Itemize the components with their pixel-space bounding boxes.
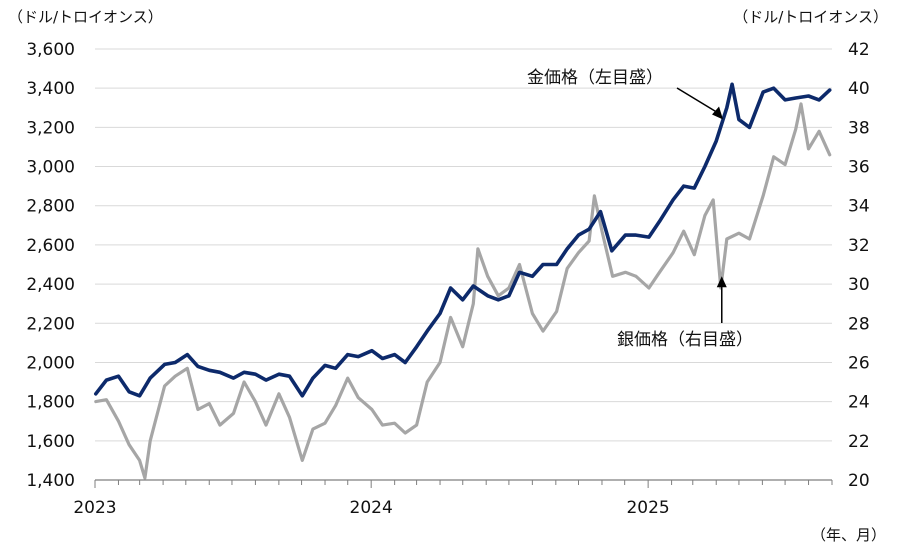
x-tick-label: 2023 xyxy=(73,498,116,518)
left-tick-label: 3,200 xyxy=(26,118,75,138)
left-tick-label: 3,400 xyxy=(26,79,75,99)
silver-annotation-arrowhead xyxy=(716,276,727,288)
left-tick-label: 3,600 xyxy=(26,40,75,60)
x-axis-ticks: 2023 2024 2025 xyxy=(73,498,669,518)
series-lines xyxy=(94,82,832,480)
gold-annotation-arrow xyxy=(676,87,720,115)
left-axis-unit-label: （ドル/トロイオンス） xyxy=(8,8,163,26)
right-tick-label: 40 xyxy=(848,79,870,99)
right-tick-label: 28 xyxy=(848,314,870,334)
left-tick-label: 2,000 xyxy=(26,353,75,373)
right-tick-label: 36 xyxy=(848,158,870,178)
gold-annotation-label: 金価格（左目盛） xyxy=(527,68,663,88)
right-tick-label: 20 xyxy=(848,471,870,491)
x-tick-label: 2024 xyxy=(350,498,393,518)
left-tick-label: 3,000 xyxy=(26,158,75,178)
gridlines xyxy=(95,48,832,442)
left-tick-label: 2,800 xyxy=(26,197,75,217)
left-tick-label: 1,400 xyxy=(26,471,75,491)
right-tick-label: 26 xyxy=(848,353,870,373)
right-axis-unit-label: （ドル/トロイオンス） xyxy=(733,8,888,26)
right-tick-label: 32 xyxy=(848,236,870,256)
right-tick-label: 38 xyxy=(848,118,870,138)
gold-annotation-arrowhead xyxy=(712,106,724,120)
right-tick-label: 42 xyxy=(848,40,870,60)
right-tick-label: 22 xyxy=(848,432,870,452)
silver-annotation-label: 銀価格（右目盛） xyxy=(617,330,753,350)
left-tick-label: 2,600 xyxy=(26,236,75,256)
annotations: 金価格（左目盛） 銀価格（右目盛） xyxy=(527,68,753,350)
x-tick-label: 2025 xyxy=(626,498,669,518)
silver-price-line xyxy=(94,102,832,480)
right-axis-ticks: 20 22 24 26 28 30 32 34 36 38 40 42 xyxy=(848,40,870,491)
left-axis-ticks: 1,400 1,600 1,800 2,000 2,200 2,400 2,600 2,800… xyxy=(26,40,75,491)
left-tick-label: 2,400 xyxy=(26,275,75,295)
gold-price-line xyxy=(94,82,832,398)
x-axis-unit-label: （年、月） xyxy=(811,526,886,544)
left-tick-label: 1,600 xyxy=(26,432,75,452)
left-tick-label: 2,200 xyxy=(26,314,75,334)
left-tick-label: 1,800 xyxy=(26,393,75,413)
axes xyxy=(94,479,833,488)
right-tick-label: 30 xyxy=(848,275,870,295)
right-tick-label: 34 xyxy=(848,197,870,217)
right-tick-label: 24 xyxy=(848,393,870,413)
